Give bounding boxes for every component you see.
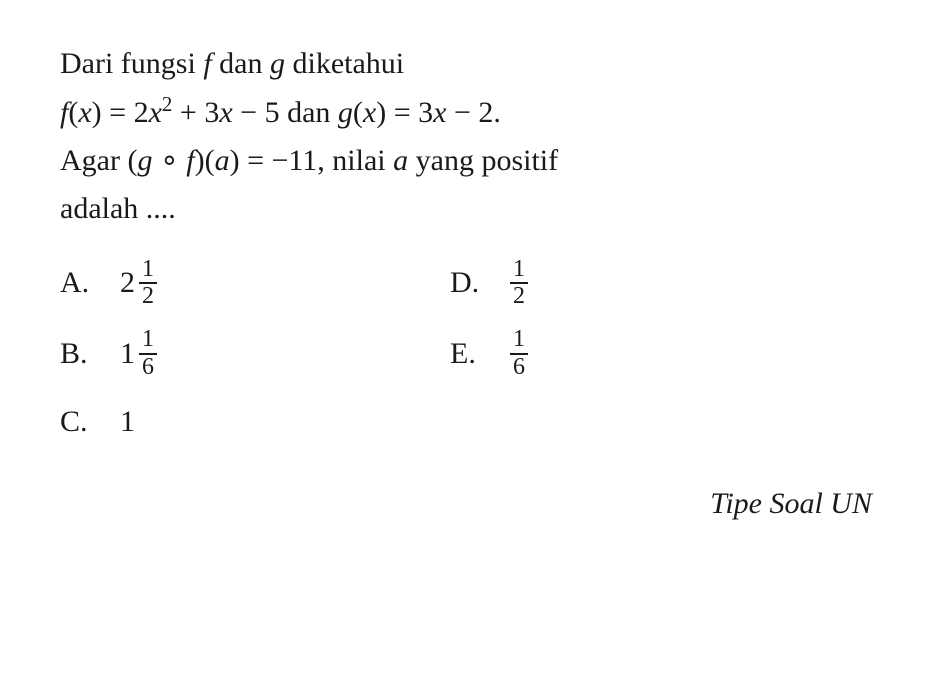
- text-segment: Dari fungsi: [60, 47, 203, 80]
- variable-x: x: [149, 96, 162, 129]
- variable-a: a: [215, 144, 230, 177]
- fraction: 1 6: [510, 327, 528, 379]
- option-b: B. 1 1 6: [60, 327, 450, 379]
- text-segment: )(: [195, 144, 215, 177]
- text-segment: (: [353, 96, 363, 129]
- text-segment: Agar (: [60, 144, 137, 177]
- variable-x: x: [433, 96, 446, 129]
- numerator: 1: [139, 327, 157, 352]
- variable-f: f: [186, 144, 194, 177]
- denominator: 6: [139, 353, 157, 380]
- numerator: 1: [510, 257, 528, 282]
- denominator: 6: [510, 353, 528, 380]
- variable-g: g: [338, 96, 353, 129]
- option-value: 1 1 6: [120, 327, 157, 379]
- option-e: E. 1 6: [450, 327, 528, 379]
- fraction: 1 2: [510, 257, 528, 309]
- option-d: D. 1 2: [450, 257, 528, 309]
- text-segment: ) = 3: [376, 96, 433, 129]
- option-value: 2 1 2: [120, 257, 157, 309]
- option-letter: B.: [60, 330, 94, 378]
- options-column-left: A. 2 1 2 B. 1: [60, 257, 450, 446]
- text-segment: + 3: [172, 96, 219, 129]
- question-container: Dari fungsi f dan g diketahui f(x) = 2x2…: [60, 40, 892, 528]
- text-segment: (: [68, 96, 78, 129]
- question-line-4: adalah ....: [60, 185, 892, 233]
- variable-g: g: [137, 144, 152, 177]
- text-segment: yang positif: [408, 144, 558, 177]
- option-letter: A.: [60, 259, 94, 307]
- text-segment: dan: [212, 47, 270, 80]
- question-line-1: Dari fungsi f dan g diketahui: [60, 40, 892, 88]
- denominator: 2: [510, 282, 528, 309]
- variable-x: x: [363, 96, 376, 129]
- denominator: 2: [139, 282, 157, 309]
- variable-x: x: [78, 96, 91, 129]
- question-line-2: f(x) = 2x2 + 3x − 5 dan g(x) = 3x − 2.: [60, 88, 892, 137]
- source-label: Tipe Soal UN: [60, 480, 892, 528]
- question-line-3: Agar (g ∘ f)(a) = −11, nilai a yang posi…: [60, 137, 892, 185]
- options-container: A. 2 1 2 B. 1: [60, 257, 892, 446]
- option-letter: C.: [60, 398, 94, 446]
- variable-f: f: [203, 47, 211, 80]
- text-segment: ) = −11, nilai: [230, 144, 394, 177]
- fraction: 1 2: [139, 257, 157, 309]
- variable-g: g: [270, 47, 285, 80]
- option-value: 1: [120, 398, 135, 446]
- superscript: 2: [162, 92, 173, 116]
- option-a: A. 2 1 2: [60, 257, 450, 309]
- text-segment: − 2.: [446, 96, 500, 129]
- variable-a: a: [393, 144, 408, 177]
- question-text: Dari fungsi f dan g diketahui f(x) = 2x2…: [60, 40, 892, 233]
- option-c: C. 1: [60, 398, 450, 446]
- options-column-right: D. 1 2 E. 1 6: [450, 257, 528, 446]
- text-segment: diketahui: [285, 47, 404, 80]
- fraction: 1 6: [139, 327, 157, 379]
- text-segment: ) = 2: [92, 96, 149, 129]
- composition-symbol: ∘: [152, 144, 186, 177]
- numerator: 1: [510, 327, 528, 352]
- option-value: 1 2: [510, 257, 528, 309]
- mixed-number: 1 1 6: [120, 327, 157, 379]
- option-letter: D.: [450, 259, 484, 307]
- mixed-number: 2 1 2: [120, 257, 157, 309]
- option-letter: E.: [450, 330, 484, 378]
- option-value: 1 6: [510, 327, 528, 379]
- text-segment: − 5 dan: [233, 96, 338, 129]
- whole-part: 2: [120, 259, 135, 307]
- whole-part: 1: [120, 330, 135, 378]
- variable-x: x: [219, 96, 232, 129]
- numerator: 1: [139, 257, 157, 282]
